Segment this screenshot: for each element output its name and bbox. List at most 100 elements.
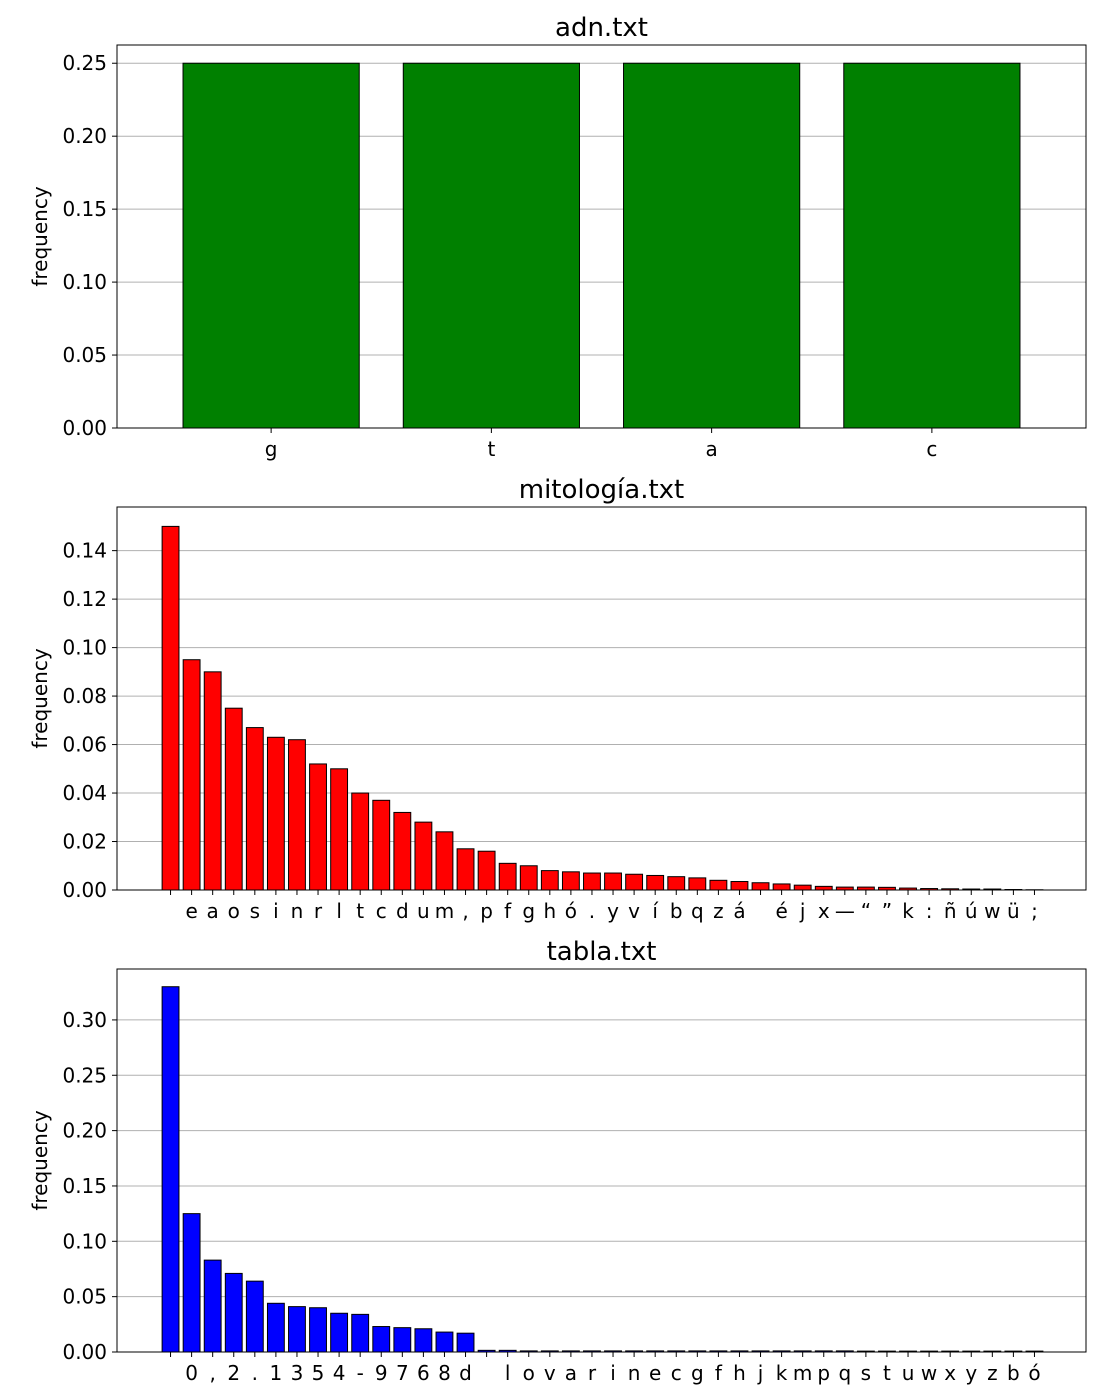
x-tick-label: i xyxy=(273,899,279,923)
y-tick-label: 0.14 xyxy=(62,539,107,563)
plot-frame xyxy=(116,506,1087,891)
x-tick-label: e xyxy=(185,899,197,923)
x-tick-label: v xyxy=(544,1361,556,1385)
x-tick-label: : xyxy=(926,899,933,923)
x-tick-label: d xyxy=(396,899,409,923)
x-tick-label: r xyxy=(588,1361,597,1385)
x-tick-label: “ xyxy=(861,899,871,923)
bar xyxy=(203,671,222,891)
bar xyxy=(646,874,665,891)
bar xyxy=(456,1332,475,1353)
x-tick-label: c xyxy=(671,1361,682,1385)
bar xyxy=(182,1213,201,1353)
x-tick-label: - xyxy=(357,1361,364,1385)
x-tick-label: b xyxy=(670,899,683,923)
y-tick-label: 0.10 xyxy=(62,636,107,660)
bar xyxy=(224,1272,243,1353)
y-tick-label: 0.10 xyxy=(62,270,107,294)
x-tick-label: ” xyxy=(882,899,892,923)
x-tick-label: 9 xyxy=(375,1361,388,1385)
bar xyxy=(540,870,559,891)
x-tick-label: ú xyxy=(965,899,978,923)
bar xyxy=(709,879,728,891)
x-tick-label: , xyxy=(462,899,468,923)
x-tick-label: f xyxy=(504,899,512,923)
bar xyxy=(477,850,496,891)
x-tick-label: l xyxy=(505,1361,511,1385)
bar xyxy=(751,882,770,891)
y-tick-label: 0.02 xyxy=(62,830,107,854)
bar xyxy=(351,792,370,891)
x-tick-label: q xyxy=(691,899,704,923)
x-tick-label: 0 xyxy=(185,1361,198,1385)
bar xyxy=(414,821,433,891)
y-tick-label: 0.10 xyxy=(62,1229,107,1253)
y-tick-label: 0.06 xyxy=(62,733,107,757)
x-tick-label: u xyxy=(417,899,430,923)
x-tick-label: ó xyxy=(1028,1361,1040,1385)
bar xyxy=(161,986,180,1353)
bar xyxy=(793,884,812,891)
bar xyxy=(182,659,201,891)
y-tick-label: 0.00 xyxy=(62,878,107,902)
x-tick-label: 6 xyxy=(417,1361,430,1385)
bar xyxy=(330,768,349,891)
bar xyxy=(519,865,538,891)
x-tick-label: 4 xyxy=(333,1361,346,1385)
y-tick-label: 0.05 xyxy=(62,1285,107,1309)
x-tick-label: t xyxy=(883,1361,891,1385)
bar xyxy=(393,811,412,891)
bar xyxy=(372,1326,391,1353)
y-tick-label: 0.05 xyxy=(62,343,107,367)
x-tick-label: n xyxy=(291,899,304,923)
x-tick-label: w xyxy=(984,899,1000,923)
bar xyxy=(814,885,833,891)
x-tick-label: n xyxy=(628,1361,641,1385)
bar xyxy=(182,62,360,429)
x-tick-label: — xyxy=(835,899,855,923)
x-tick-label: h xyxy=(543,899,556,923)
plot-frame xyxy=(116,44,1087,429)
x-tick-label: 8 xyxy=(438,1361,451,1385)
x-tick-label: g xyxy=(265,437,278,461)
bar xyxy=(309,763,327,891)
x-tick-label: x xyxy=(944,1361,956,1385)
x-tick-label: 5 xyxy=(312,1361,325,1385)
bar xyxy=(843,62,1021,429)
x-tick-label: b xyxy=(1007,1361,1020,1385)
x-tick-label: á xyxy=(733,899,745,923)
x-tick-label: x xyxy=(818,899,830,923)
x-tick-label: 2 xyxy=(227,1361,240,1385)
x-tick-label: u xyxy=(902,1361,915,1385)
x-tick-label: í xyxy=(652,899,659,923)
x-tick-label: ; xyxy=(1031,899,1038,923)
y-tick-label: 0.20 xyxy=(62,124,107,148)
bar xyxy=(604,872,622,891)
x-tick-label: v xyxy=(628,899,640,923)
bar xyxy=(456,848,475,891)
bar xyxy=(288,739,306,891)
x-tick-label: r xyxy=(314,899,323,923)
plot-frame xyxy=(116,968,1087,1353)
x-tick-label: . xyxy=(252,1361,258,1385)
x-tick-label: 7 xyxy=(396,1361,409,1385)
x-tick-label: , xyxy=(209,1361,215,1385)
bar xyxy=(309,1307,327,1353)
x-tick-label: ü xyxy=(1007,899,1020,923)
x-tick-label: p xyxy=(480,899,493,923)
x-tick-label: a xyxy=(565,1361,577,1385)
x-tick-label: ñ xyxy=(944,899,957,923)
bar xyxy=(772,883,791,891)
chart-panel-0: g t a c 0.00 0.05 0.10 0.15 0.20 0.25 frequency adn… xyxy=(28,13,1087,461)
bar xyxy=(224,707,243,891)
bar xyxy=(161,525,180,891)
bar xyxy=(245,727,264,891)
y-tick-label: 0.04 xyxy=(62,781,107,805)
x-tick-label: o xyxy=(228,899,240,923)
chart-title: adn.txt xyxy=(555,13,648,43)
x-tick-label: m xyxy=(435,899,454,923)
y-tick-label: 0.00 xyxy=(62,1340,107,1364)
x-tick-label: o xyxy=(523,1361,535,1385)
